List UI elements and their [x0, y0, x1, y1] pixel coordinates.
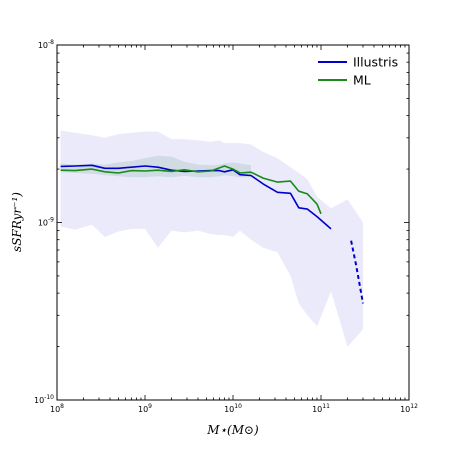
series-line-illustris — [60, 164, 332, 230]
y-axis-label: sSFRyr⁻¹) — [10, 192, 24, 252]
y-tick-label: 10-9 — [38, 217, 54, 228]
legend-label-illustris: Illustris — [353, 55, 398, 70]
bands-layer — [60, 130, 363, 347]
x-tick-label: 1011 — [312, 403, 330, 414]
x-tick-label: 1012 — [400, 403, 418, 414]
legend: Illustris ML — [318, 55, 398, 88]
dashed-extension-line — [350, 240, 364, 304]
lines-layer — [60, 164, 364, 304]
y-tick-label: 10-10 — [34, 394, 54, 405]
x-tick-label: 108 — [50, 403, 64, 414]
x-tick-label: 109 — [138, 403, 152, 414]
x-tick-label: 1010 — [224, 403, 242, 414]
x-axis-label: M⋆(M⊙) — [206, 423, 259, 437]
series-line-ml — [60, 165, 322, 215]
ticks-layer: 108 109 1010 1011 1012 10-10 10-9 10-8 — [34, 39, 418, 414]
spread-band-0 — [60, 130, 363, 347]
y-tick-label: 10-8 — [38, 39, 54, 50]
legend-label-ml: ML — [353, 73, 371, 88]
